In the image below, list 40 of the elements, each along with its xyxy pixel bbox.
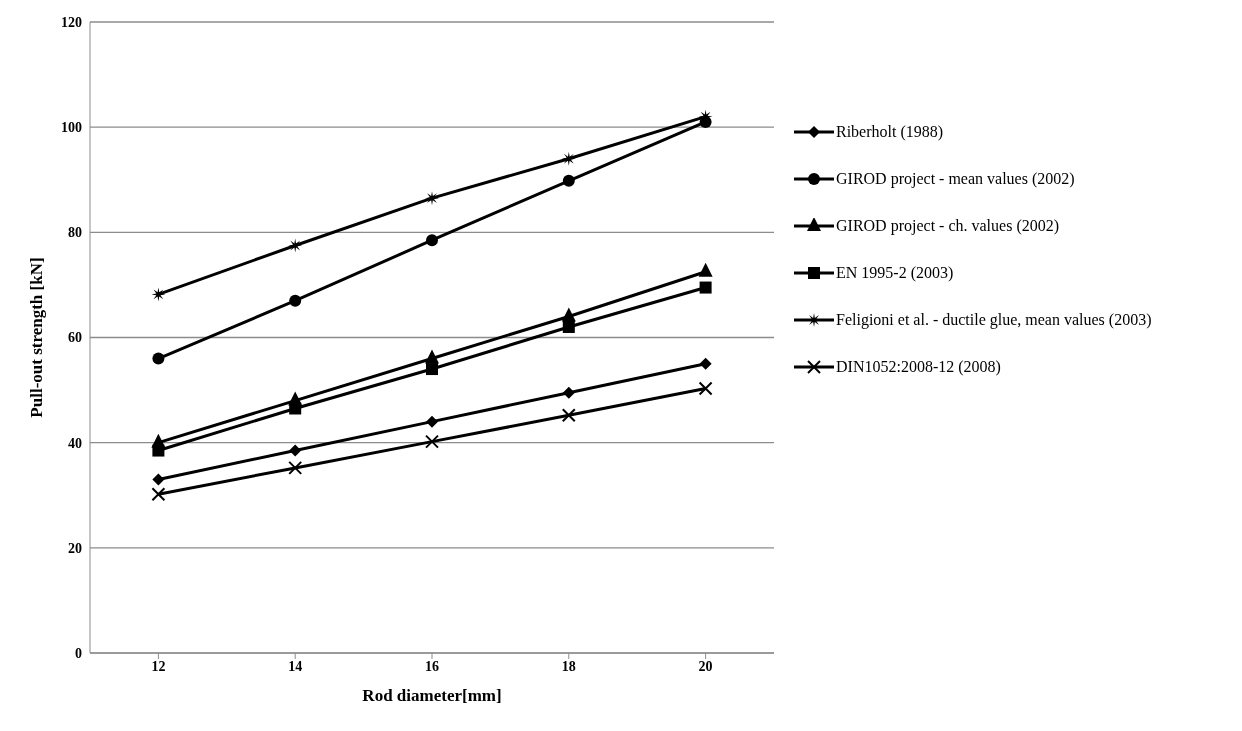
point xyxy=(289,294,302,307)
point xyxy=(151,287,166,302)
x-tick-label: 14 xyxy=(288,658,303,674)
y-tick-label: 100 xyxy=(61,120,82,136)
point xyxy=(699,281,712,294)
y-tick-label: 60 xyxy=(68,330,82,346)
point xyxy=(288,238,303,253)
point xyxy=(425,191,439,206)
x-axis-title: Rod diameter[mm] xyxy=(362,686,502,705)
point xyxy=(426,415,438,428)
point xyxy=(426,234,438,247)
point xyxy=(562,174,575,187)
legend-label: DIN1052:2008-12 (2008) xyxy=(836,358,1001,376)
legend-label: GIROD project - ch. values (2002) xyxy=(836,217,1060,235)
y-tick-label: 20 xyxy=(68,540,82,556)
x-tick-label: 18 xyxy=(561,658,576,674)
y-axis-title: Pull-out strength [kN] xyxy=(27,257,47,418)
legend-label: Riberholt (1988) xyxy=(836,123,944,141)
y-tick-label: 40 xyxy=(68,435,82,451)
x-tick-label: 16 xyxy=(425,658,439,674)
point xyxy=(152,473,165,486)
point xyxy=(152,352,165,365)
legend-label: EN 1995-2 (2003) xyxy=(836,264,954,282)
point xyxy=(561,307,576,322)
x-tick-label: 12 xyxy=(151,658,166,674)
point xyxy=(561,151,576,166)
point xyxy=(562,320,575,333)
y-tick-label: 0 xyxy=(75,645,82,661)
point xyxy=(562,386,575,399)
y-tick-label: 80 xyxy=(68,225,82,241)
point xyxy=(699,357,712,370)
legend-label: GIROD project - mean values (2002) xyxy=(836,170,1075,188)
point xyxy=(152,444,165,457)
point xyxy=(698,262,713,277)
point xyxy=(426,363,438,376)
x-tick-label: 20 xyxy=(698,658,713,674)
point xyxy=(289,402,302,415)
y-tick-label: 120 xyxy=(61,14,82,30)
legend-label: Feligioni et al. - ductile glue, mean values (2003) xyxy=(836,311,1152,329)
point xyxy=(289,444,302,457)
